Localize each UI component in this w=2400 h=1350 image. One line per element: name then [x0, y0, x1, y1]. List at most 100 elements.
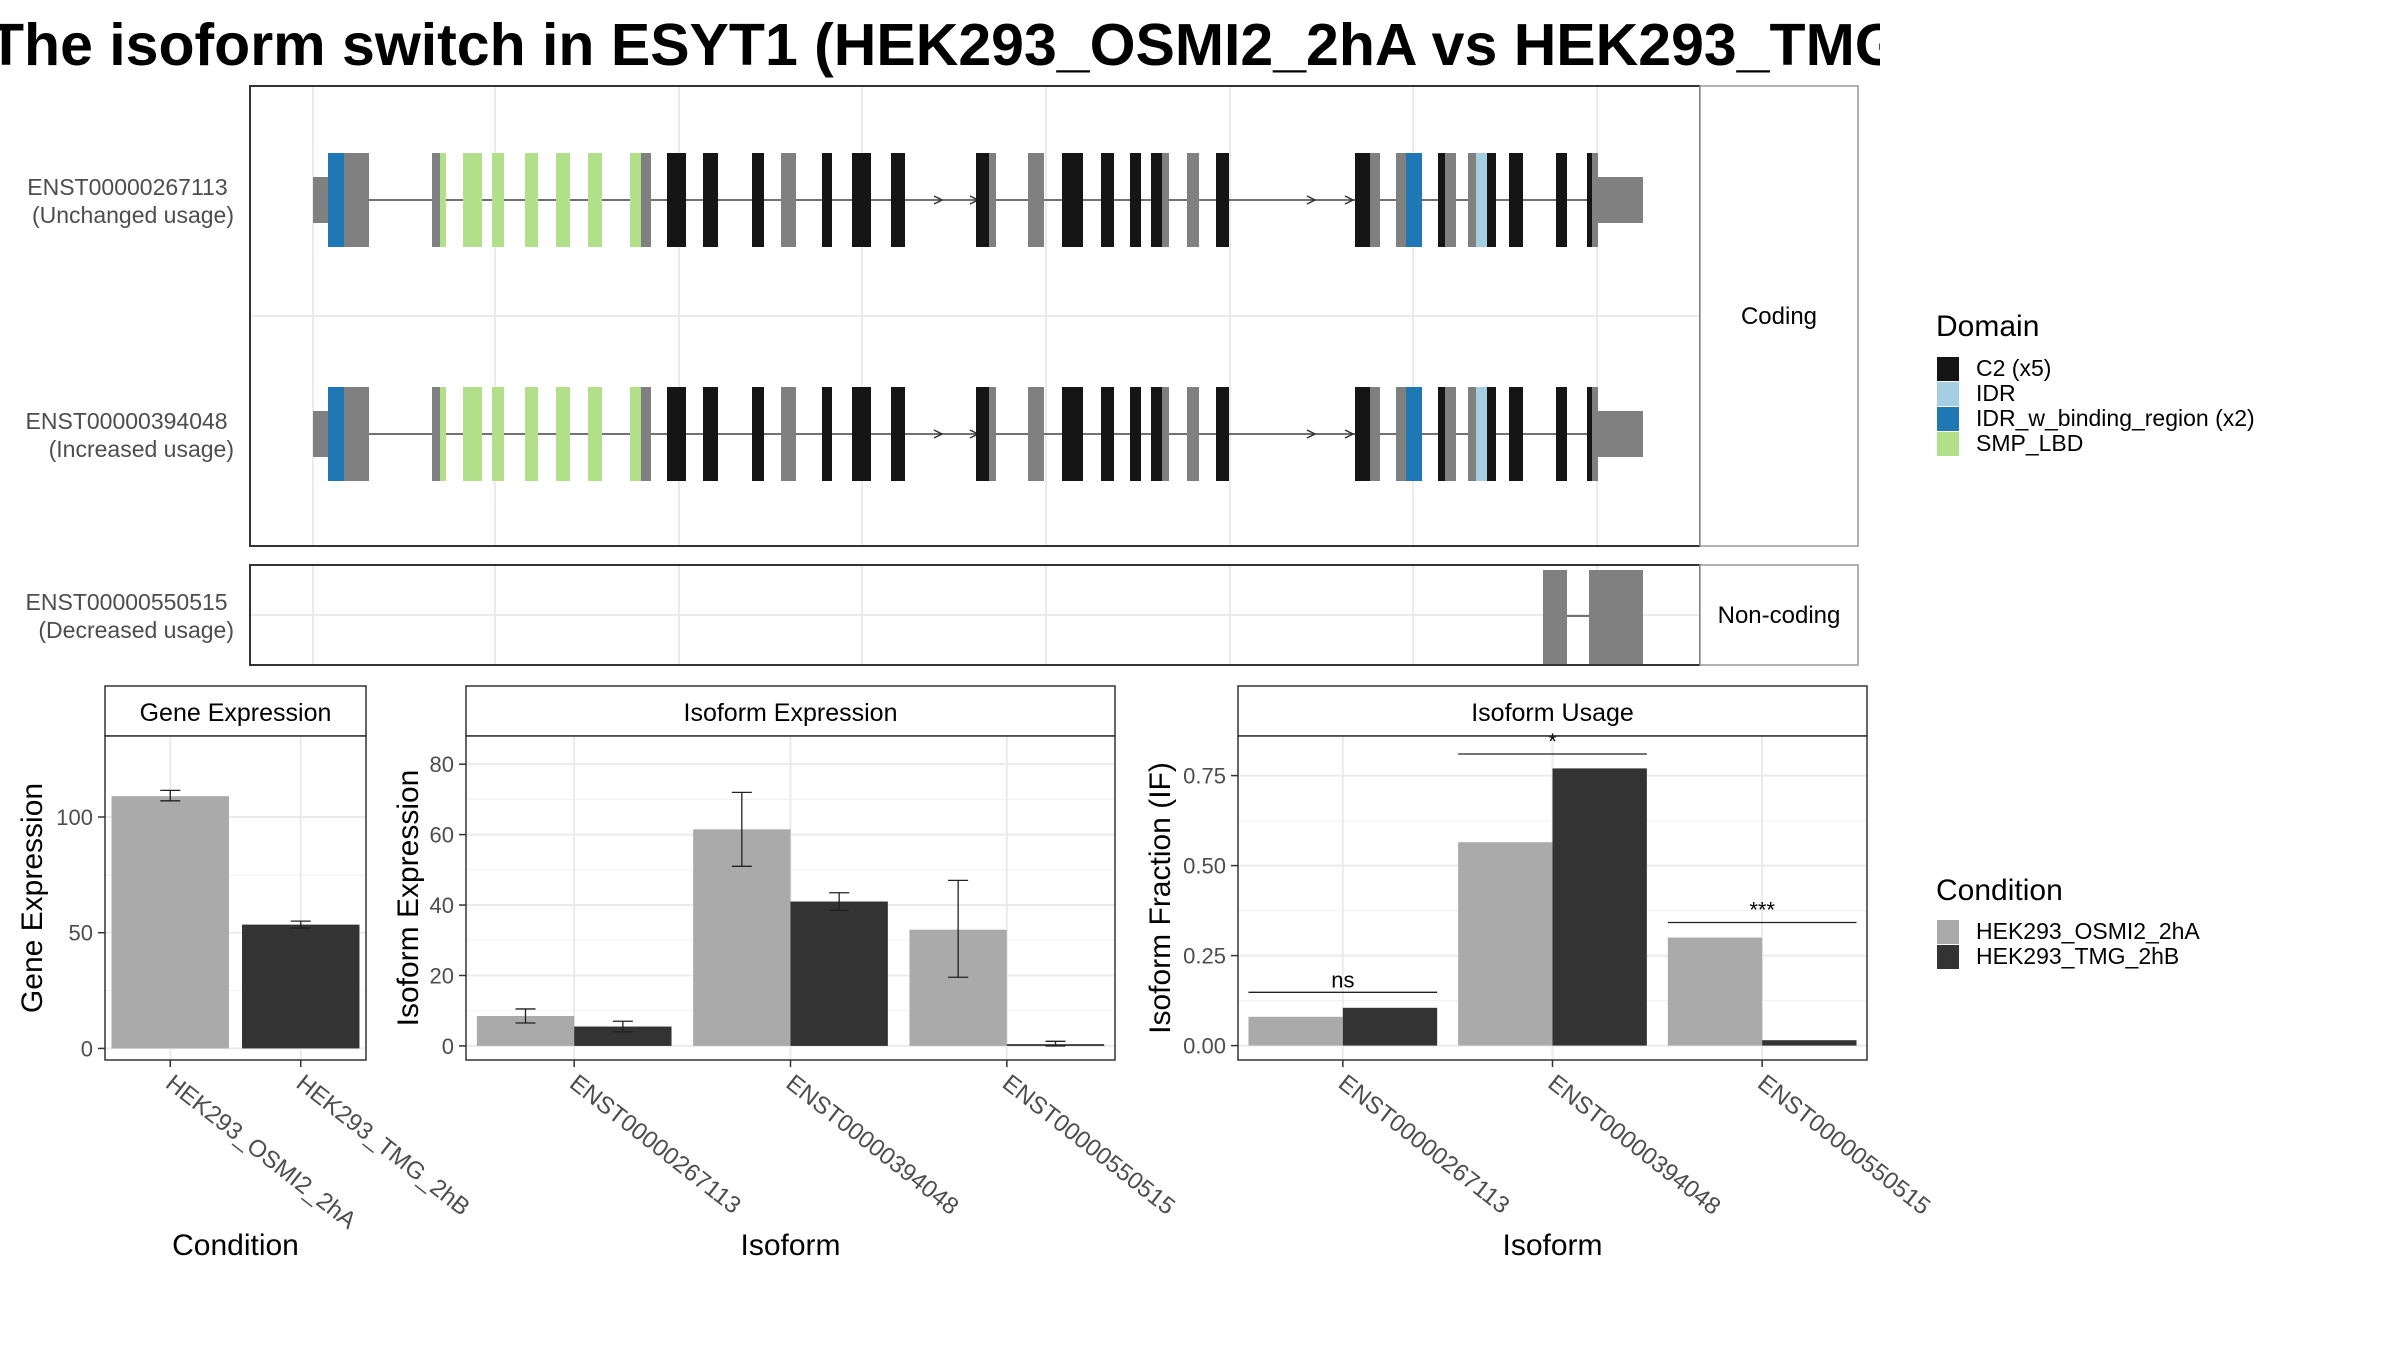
exon	[344, 153, 369, 247]
y-tick-label: 80	[430, 752, 454, 777]
chart-strip	[465, 685, 1116, 737]
transcript-label-2: ENST00000394048 (Increased usage)	[26, 408, 234, 462]
bar	[1248, 1016, 1343, 1046]
exon	[1130, 387, 1141, 481]
y-tick-label: 20	[430, 963, 454, 988]
exon	[1587, 153, 1592, 247]
condition-legend-swatch	[1937, 920, 1959, 944]
transcript-usage-3: (Decreased usage)	[38, 617, 234, 643]
exon	[1151, 153, 1162, 247]
exon	[1370, 387, 1380, 481]
coding-transcripts	[313, 153, 1643, 481]
condition-legend-label: HEK293_OSMI2_2hA	[1976, 918, 2200, 944]
domain-legend-swatch	[1937, 357, 1959, 381]
exon	[822, 153, 832, 247]
exon	[1355, 153, 1370, 247]
noncoding-transcripts	[1543, 570, 1643, 664]
exon	[822, 387, 832, 481]
direction-arrow	[1306, 195, 1317, 205]
exon	[1396, 387, 1406, 481]
transcript-structure-2	[313, 387, 1643, 481]
exon	[1468, 387, 1476, 481]
y-tick-label: 40	[430, 893, 454, 918]
figure-title-container: The isoform switch in ESYT1 (HEK293_OSMI…	[0, 10, 1880, 80]
exon	[1445, 153, 1456, 247]
transcript-usage-2: (Increased usage)	[49, 436, 234, 462]
y-tick-label: 60	[430, 823, 454, 848]
exon	[1406, 153, 1422, 247]
exon	[440, 387, 446, 481]
exon	[1509, 387, 1523, 481]
exon	[328, 387, 344, 481]
transcript-label-3: ENST00000550515 (Decreased usage)	[26, 589, 234, 643]
exon	[781, 153, 796, 247]
y-tick-label: 0	[442, 1034, 454, 1059]
exon	[588, 387, 602, 481]
exon	[1355, 387, 1370, 481]
exon	[1216, 387, 1229, 481]
exon	[1370, 153, 1380, 247]
condition-legend-title: Condition	[1936, 874, 2063, 907]
chart-strip-title: Gene Expression	[140, 699, 332, 727]
chart-strip-title: Isoform Usage	[1471, 699, 1634, 727]
domain-legend-label: C2 (x5)	[1976, 355, 2051, 381]
exon	[556, 387, 570, 481]
y-tick-label: 0.50	[1183, 854, 1226, 879]
x-tick-label: ENST00000394048	[781, 1069, 964, 1220]
exon	[432, 153, 440, 247]
y-tick-label: 100	[56, 805, 93, 830]
chart-panel-border	[104, 735, 367, 1061]
exon	[1445, 387, 1456, 481]
exon	[492, 153, 504, 247]
bar	[1342, 1007, 1438, 1046]
domain-legend-swatch	[1937, 407, 1959, 431]
x-tick-label: ENST00000267113	[564, 1069, 745, 1219]
exon	[852, 387, 871, 481]
exon	[1543, 570, 1567, 664]
exon	[1587, 387, 1592, 481]
exon	[1028, 153, 1044, 247]
exon	[752, 153, 764, 247]
direction-arrow	[1344, 195, 1355, 205]
exon	[1062, 153, 1083, 247]
exon	[525, 153, 538, 247]
exon	[891, 387, 905, 481]
exon	[1487, 387, 1496, 481]
exon	[976, 387, 989, 481]
coding-strip-label: Coding	[1741, 303, 1817, 330]
exon	[1062, 387, 1083, 481]
exon	[1487, 153, 1496, 247]
y-axis-title: Isoform Fraction (IF)	[1144, 762, 1177, 1034]
y-tick-label: 0	[81, 1036, 93, 1061]
noncoding-strip: Non-coding	[1699, 564, 1859, 666]
y-tick-label: 50	[69, 921, 93, 946]
bar-charts: Gene Expression050100HEK293_OSMI2_2hAHEK…	[16, 685, 1935, 1262]
significance-label: ***	[1749, 897, 1775, 922]
exon	[588, 153, 602, 247]
bar	[1458, 842, 1553, 1046]
exon	[976, 153, 989, 247]
direction-arrow	[933, 429, 944, 439]
exon	[1556, 387, 1567, 481]
bar	[574, 1026, 672, 1046]
chart-strip-title: Isoform Expression	[684, 699, 898, 727]
transcript-id-2: ENST00000394048	[26, 408, 228, 434]
exon	[1468, 153, 1476, 247]
significance-label: *	[1548, 729, 1557, 754]
exon	[1592, 153, 1598, 247]
chart-2: Isoform Expression 0 20 40 60 80 ENST000002671…	[392, 685, 1180, 1262]
domain-legend-swatch	[1937, 382, 1959, 406]
exon	[667, 153, 686, 247]
exon	[1396, 153, 1406, 247]
exon	[525, 387, 538, 481]
significance-label: ns	[1331, 967, 1354, 992]
transcript-usage-1: (Unchanged usage)	[32, 202, 234, 228]
exon	[432, 387, 440, 481]
exon	[328, 153, 344, 247]
x-axis-title: Condition	[172, 1229, 299, 1262]
exon	[703, 153, 718, 247]
x-tick-label: ENST00000267113	[1333, 1069, 1514, 1219]
exon	[1476, 153, 1487, 247]
